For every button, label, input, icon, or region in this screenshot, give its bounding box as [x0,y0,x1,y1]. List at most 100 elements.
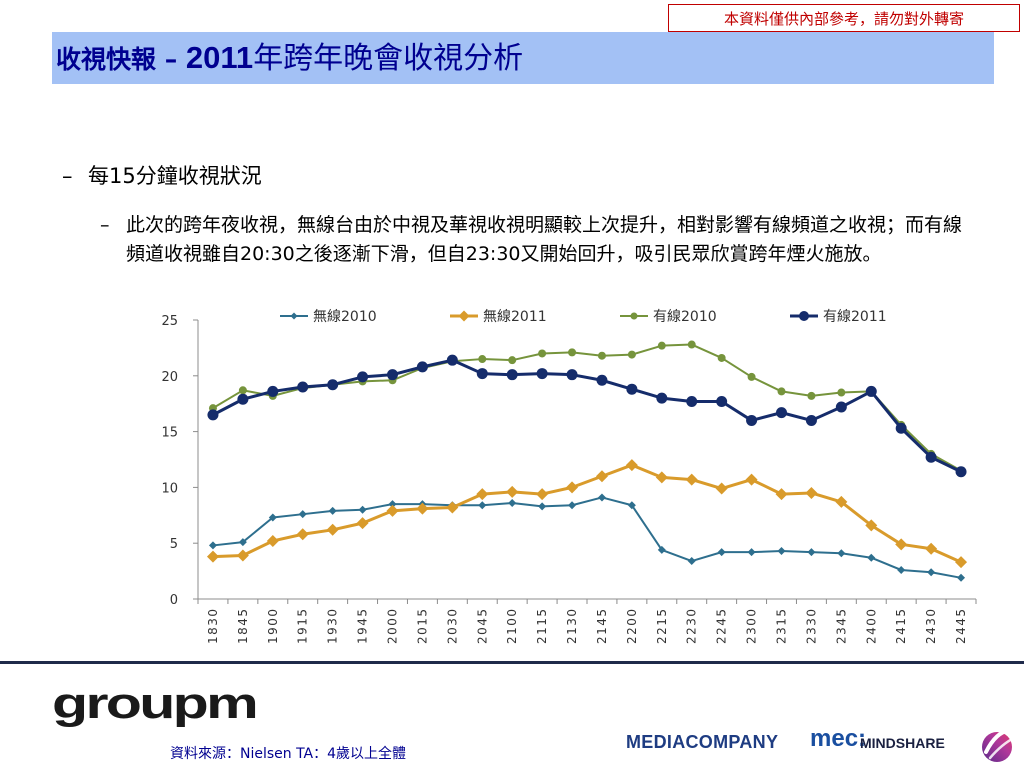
data-point [955,556,968,569]
x-tick-label: 2100 [505,607,519,644]
data-point [745,473,758,486]
x-tick-label: 1915 [296,607,310,644]
data-point [596,374,608,386]
data-point [776,407,787,419]
data-point [625,459,638,472]
data-point [566,369,578,381]
data-point [506,369,518,381]
data-point [266,534,279,547]
data-point [687,557,696,566]
data-point [388,500,397,509]
data-point [777,387,786,396]
x-tick-label: 2230 [685,607,699,644]
data-point [478,355,487,364]
title-lead: 收視快報 – [56,45,186,74]
y-tick-label: 0 [170,593,178,608]
data-point [835,495,848,508]
title-rest: 年跨年晚會收視分析 [253,41,524,76]
data-point [865,385,877,397]
source-label: 資料來源： [170,746,240,762]
data-point [357,371,369,383]
x-tick-label: 2200 [625,607,639,644]
data-point [595,470,608,483]
x-tick-label: 2030 [445,607,459,644]
data-point [296,528,309,541]
data-point [508,499,517,508]
data-point [597,493,606,502]
groupm-logo-text: groupm [52,684,256,728]
x-tick-label: 1830 [206,607,220,644]
mindshare-swirl-icon [982,728,1016,762]
data-point [657,341,666,350]
legend-marker [630,312,638,320]
data-point [267,385,279,397]
data-point [506,485,519,498]
data-point [867,553,876,562]
bullet-level1-text: 每15分鐘收視狀況 [88,164,262,188]
data-point [715,482,728,495]
x-tick-label: 2145 [595,607,609,644]
bullet-level2-text: 此次的跨年夜收視，無線台由於中視及華視收視明顯較上次提升，相對影響有線頻道之收視… [126,214,963,265]
data-point [775,488,788,501]
series-line [212,463,962,564]
y-tick-label: 25 [161,314,178,329]
data-point [657,545,666,554]
x-tick-label: 2000 [386,607,400,644]
data-point [627,350,636,359]
source-value: Nielsen TA：4歲以上全體 [240,746,407,762]
data-point [747,548,756,557]
x-tick-label: 2430 [924,607,938,644]
x-tick-label: 2300 [745,607,759,644]
legend-marker [799,311,809,321]
data-point [206,550,219,563]
x-tick-label: 2015 [415,607,429,644]
x-tick-label: 2045 [475,607,489,644]
data-point [717,548,726,557]
data-point [627,501,636,510]
x-tick-label: 1845 [236,607,250,644]
data-point [208,541,217,550]
data-point [655,471,668,484]
data-point [927,568,936,577]
data-point [716,395,728,407]
data-point [895,422,907,434]
data-point [925,451,937,463]
data-point [297,381,309,393]
y-tick-label: 5 [170,537,178,552]
ratings-line-chart: 0 5 10 15 20 25 1830 1845 1900 1915 1930 1945 2000 20… [161,309,977,644]
bullet-dash: – [100,214,110,236]
x-tick-label: 2400 [864,607,878,644]
data-point [476,368,488,380]
legend-label: 無線2010 [313,309,377,325]
data-point [837,549,846,558]
bullet-level1: – 每15分鐘收視狀況 [62,160,262,192]
data-point [957,573,966,582]
data-point [687,340,696,349]
data-point [476,488,489,501]
data-point [805,486,818,499]
data-point [387,369,398,381]
title-band [52,32,994,84]
data-point [356,517,369,530]
data-point [568,348,577,357]
legend-label: 無線2011 [483,309,547,325]
data-point [897,565,906,574]
data-point [386,504,399,517]
x-tick-label: 2415 [894,607,908,644]
data-point [207,409,219,421]
mindshare-logo: MINDSHARE [860,735,945,751]
legend-marker [458,310,470,322]
x-tick-label: 2330 [804,607,818,644]
data-point [508,356,517,365]
data-point [837,388,846,397]
data-point [237,393,249,405]
data-point [538,502,547,511]
data-point [807,391,816,400]
data-point [416,361,428,373]
data-point [807,548,816,557]
title-year: 2011 [185,40,254,75]
mediacompany-logo: MEDIACOMPANY [626,732,779,752]
data-point [236,549,249,562]
data-point [358,505,367,514]
legend-marker [290,312,298,320]
